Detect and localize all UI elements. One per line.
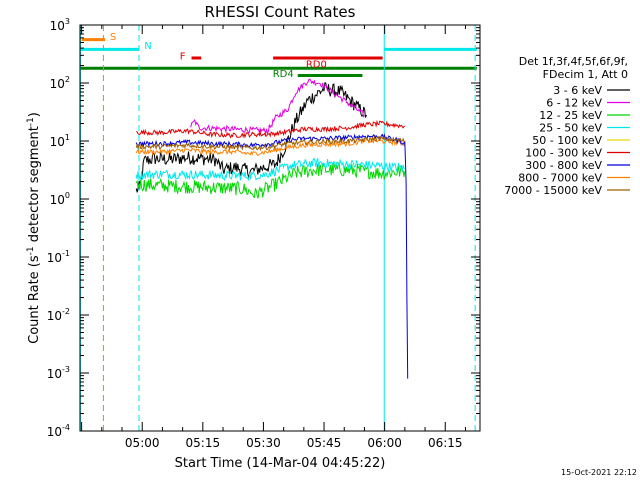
marker-lines [79, 25, 476, 431]
y-label-part: -1 [26, 117, 36, 126]
series-line [135, 135, 406, 152]
x-tick-label: 05:00 [125, 436, 160, 450]
status-bar-label: RD0 [306, 60, 327, 71]
legend: Det 1f,3f,4f,5f,6f,9f,FDecim 1, Att 0 3 -… [504, 55, 630, 197]
y-tick-exp: -4 [62, 423, 70, 432]
chart-title: RHESSI Count Rates [205, 3, 356, 21]
y-tick-base: 10 [50, 77, 65, 91]
y-tick-base: 10 [47, 251, 62, 265]
legend-entry-label: 50 - 100 keV [532, 134, 602, 147]
y-tick-label: 10-1 [47, 249, 70, 265]
y-tick-exp: 0 [65, 191, 70, 200]
y-label-part: Count Rate (s [27, 255, 42, 344]
y-tick-label: 10-2 [47, 307, 70, 323]
x-axis: 05:00 05:15 05:30 05:45 06:00 06:15 [81, 25, 466, 450]
x-tick-label: 06:00 [367, 436, 402, 450]
y-axis-label: Count Rate (s-1 detector segment-1) [26, 112, 42, 344]
status-bars: S N F RD0 RD4 [80, 32, 477, 80]
legend-entry-label: 12 - 25 keV [539, 109, 602, 122]
status-bar-label: F [180, 51, 186, 62]
y-tick-exp: 1 [65, 133, 70, 142]
x-axis-label: Start Time (14-Mar-04 04:45:22) [175, 456, 386, 471]
legend-entry-label: 6 - 12 keV [546, 97, 602, 110]
series-line [190, 78, 365, 136]
series-line [135, 157, 405, 182]
legend-entry-label: 3 - 6 keV [553, 84, 602, 97]
series-line [135, 82, 367, 193]
series-line [136, 119, 405, 139]
y-tick-exp: -1 [62, 249, 70, 258]
y-label-part: detector segment [27, 126, 42, 246]
y-tick-label: 100 [50, 191, 70, 207]
series-line [135, 161, 406, 199]
legend-entry-label: 300 - 800 keV [525, 159, 602, 172]
y-tick-exp: 3 [65, 17, 70, 26]
x-tick-label: 06:15 [428, 436, 463, 450]
y-tick-label: 102 [50, 75, 70, 91]
status-bar-label: RD4 [273, 69, 294, 80]
legend-header: FDecim 1, Att 0 [543, 68, 628, 81]
status-bar-label: N [144, 41, 151, 52]
y-tick-base: 10 [47, 425, 62, 439]
y-tick-base: 10 [50, 19, 65, 33]
x-tick-label: 05:15 [186, 436, 221, 450]
y-label-part: ) [27, 112, 42, 117]
legend-header: Det 1f,3f,4f,5f,6f,9f, [519, 55, 628, 68]
y-tick-exp: -3 [62, 365, 70, 374]
legend-entry-label: 7000 - 15000 keV [504, 184, 602, 197]
data-series [135, 78, 409, 379]
y-tick-base: 10 [50, 193, 65, 207]
y-tick-label: 101 [50, 133, 70, 149]
status-bar-label: S [110, 32, 116, 43]
y-tick-base: 10 [47, 367, 62, 381]
y-tick-label: 10-4 [47, 423, 70, 439]
legend-entry-label: 100 - 300 keV [525, 147, 602, 160]
legend-entry-label: 25 - 50 keV [539, 122, 602, 135]
y-tick-label: 10-3 [47, 365, 70, 381]
y-tick-exp: -2 [62, 307, 70, 316]
footer-timestamp: 15-Oct-2021 22:12 [561, 468, 637, 477]
plot-frame [79, 24, 481, 432]
series-line [135, 133, 409, 379]
y-tick-label: 103 [50, 17, 70, 33]
x-tick-label: 05:30 [246, 436, 281, 450]
y-axis-label-text: Count Rate (s-1 detector segment-1) [26, 112, 42, 344]
y-tick-exp: 2 [65, 75, 70, 84]
y-label-part: -1 [26, 246, 36, 255]
series-line [135, 137, 406, 156]
x-tick-label: 05:45 [307, 436, 342, 450]
legend-entry-label: 800 - 7000 keV [518, 172, 602, 185]
y-tick-base: 10 [47, 309, 62, 323]
y-tick-base: 10 [50, 135, 65, 149]
